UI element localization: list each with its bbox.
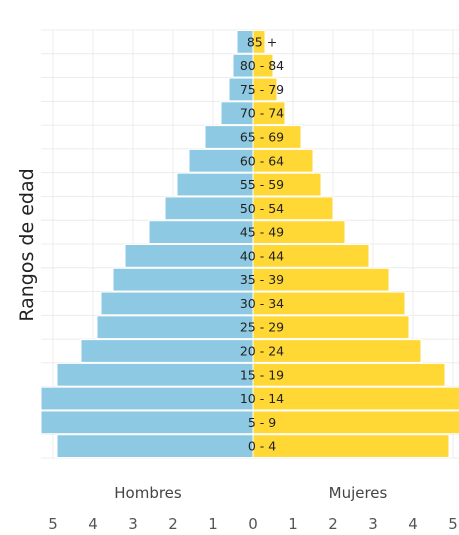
- bar-mujeres-10: [252, 196, 334, 221]
- age-label-8: 40 - 44: [240, 248, 284, 263]
- age-labels: 0 - 4 5 - 9 10 - 14 15 - 19 20 - 24 25 - 29 30…: [240, 34, 284, 453]
- age-label-6: 30 - 34: [240, 296, 284, 311]
- age-label-0: 0 - 4: [248, 439, 276, 454]
- x-tick-label-5: 0: [248, 515, 258, 533]
- bar-hombres-3: [56, 362, 254, 387]
- y-axis-label: Rangos de edad: [16, 168, 38, 321]
- bar-mujeres-5: [252, 315, 410, 340]
- bar-mujeres-13: [252, 125, 302, 149]
- bars: [40, 30, 459, 459]
- age-label-10: 50 - 54: [240, 201, 284, 216]
- bar-mujeres-16: [252, 53, 274, 78]
- age-label-2: 10 - 14: [240, 391, 284, 406]
- bar-mujeres-1: [252, 410, 459, 435]
- bar-mujeres-3: [252, 362, 446, 387]
- bar-mujeres-9: [252, 220, 346, 245]
- x-tick-label-9: 4: [408, 515, 418, 533]
- bar-mujeres-11: [252, 172, 322, 197]
- age-label-12: 60 - 64: [240, 153, 284, 168]
- bar-hombres-4: [80, 339, 254, 363]
- age-label-16: 80 - 84: [240, 58, 284, 73]
- bar-hombres-1: [40, 410, 254, 435]
- x-tick-labels: 5 4 3 2 1 0 1 2 3 4 5: [48, 515, 458, 533]
- age-label-4: 20 - 24: [240, 344, 284, 359]
- bar-hombres-0: [56, 434, 254, 459]
- age-label-9: 45 - 49: [240, 225, 284, 240]
- x-tick-label-3: 2: [168, 515, 178, 533]
- x-tick-label-8: 3: [368, 515, 378, 533]
- x-tick-label-10: 5: [448, 515, 458, 533]
- age-label-13: 65 - 69: [240, 130, 284, 145]
- bar-mujeres-14: [252, 101, 286, 126]
- bar-hombres-2: [40, 386, 254, 411]
- bar-hombres-7: [112, 267, 254, 292]
- bar-mujeres-15: [252, 77, 278, 102]
- side-label-mujeres: Mujeres: [329, 484, 388, 502]
- side-label-hombres: Hombres: [114, 484, 182, 502]
- bar-hombres-9: [148, 220, 254, 245]
- age-label-15: 75 - 79: [240, 82, 284, 97]
- x-tick-label-7: 2: [328, 515, 338, 533]
- bar-mujeres-0: [252, 434, 450, 459]
- x-tick-label-4: 1: [208, 515, 218, 533]
- x-tick-label-2: 3: [128, 515, 138, 533]
- bar-hombres-6: [100, 291, 254, 316]
- bar-mujeres-6: [252, 291, 406, 316]
- bar-mujeres-4: [252, 339, 422, 363]
- age-label-11: 55 - 59: [240, 177, 284, 192]
- x-tick-label-0: 5: [48, 515, 58, 533]
- age-label-14: 70 - 74: [240, 106, 284, 121]
- age-label-7: 35 - 39: [240, 272, 284, 287]
- bar-mujeres-2: [252, 386, 459, 411]
- bar-hombres-5: [96, 315, 254, 340]
- x-tick-label-6: 1: [288, 515, 298, 533]
- x-tick-label-1: 4: [88, 515, 98, 533]
- age-label-1: 5 - 9: [248, 415, 276, 430]
- bar-mujeres-8: [252, 244, 370, 268]
- bar-mujeres-7: [252, 267, 390, 292]
- age-label-5: 25 - 29: [240, 320, 284, 335]
- bar-hombres-8: [124, 244, 254, 268]
- bar-mujeres-12: [252, 148, 314, 173]
- bar-mujeres-17: [252, 30, 266, 54]
- age-label-3: 15 - 19: [240, 367, 284, 382]
- age-label-17: 85 +: [247, 34, 277, 49]
